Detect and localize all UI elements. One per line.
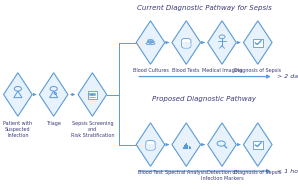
Text: Sepsis Screening
and
Risk Stratification: Sepsis Screening and Risk Stratification — [71, 121, 114, 138]
Polygon shape — [4, 73, 32, 116]
Polygon shape — [136, 21, 165, 64]
Text: Proposed Diagnostic Pathway: Proposed Diagnostic Pathway — [152, 95, 256, 101]
Text: Diagnosis of Sepsis: Diagnosis of Sepsis — [234, 68, 281, 73]
Ellipse shape — [146, 42, 155, 45]
Polygon shape — [208, 21, 236, 64]
Polygon shape — [172, 21, 201, 64]
FancyBboxPatch shape — [182, 42, 190, 48]
Polygon shape — [39, 73, 68, 116]
FancyBboxPatch shape — [182, 39, 191, 48]
Text: Blood Test: Blood Test — [138, 170, 163, 175]
Text: Patient with
Suspected
Infection: Patient with Suspected Infection — [3, 121, 32, 138]
Text: < 1 hour: < 1 hour — [277, 169, 298, 174]
Text: > 2 days: > 2 days — [277, 74, 298, 79]
FancyBboxPatch shape — [146, 144, 155, 150]
Text: Spectral Analysis: Spectral Analysis — [165, 170, 207, 175]
Polygon shape — [136, 123, 165, 166]
Text: Detection of
Infection Markers: Detection of Infection Markers — [201, 170, 243, 181]
Polygon shape — [172, 123, 201, 166]
Text: Diagnosis of Sepsis: Diagnosis of Sepsis — [234, 170, 281, 175]
FancyBboxPatch shape — [146, 141, 155, 150]
Text: Triage: Triage — [46, 121, 61, 126]
FancyBboxPatch shape — [253, 141, 263, 149]
Polygon shape — [208, 123, 236, 166]
Text: Blood Tests: Blood Tests — [173, 68, 200, 73]
Text: Medical Imaging: Medical Imaging — [202, 68, 242, 73]
Polygon shape — [78, 73, 107, 116]
Text: Current Diagnostic Pathway for Sepsis: Current Diagnostic Pathway for Sepsis — [137, 5, 271, 11]
FancyBboxPatch shape — [253, 40, 263, 47]
FancyBboxPatch shape — [88, 91, 97, 99]
Text: Blood Cultures: Blood Cultures — [133, 68, 168, 73]
Polygon shape — [243, 123, 272, 166]
Polygon shape — [243, 21, 272, 64]
